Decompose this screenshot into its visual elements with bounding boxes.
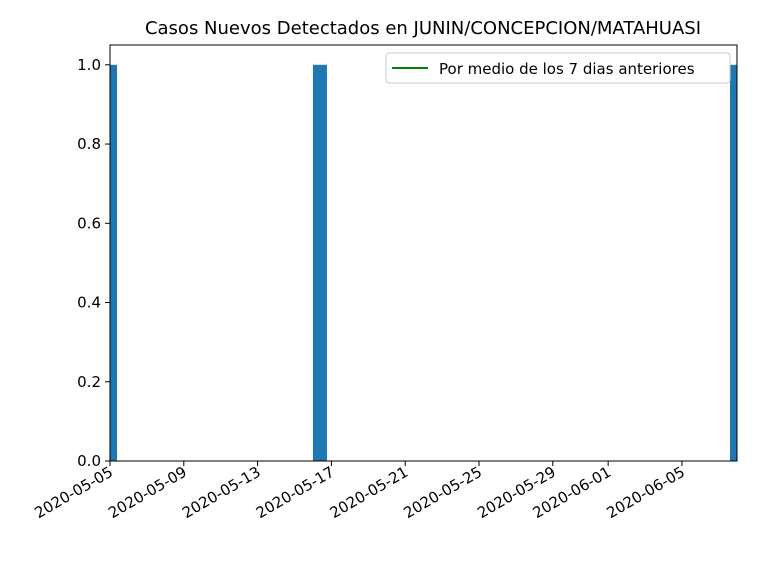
y-tick-label: 0.2 [77,373,101,391]
legend: Por medio de los 7 dias anteriores [385,52,731,84]
y-tick-label: 1.0 [77,56,101,74]
x-tick-label: 2020-05-17 [253,463,338,522]
bar-2020-06-08 [730,64,737,462]
y-tick-label: 0.0 [77,452,101,470]
bar-2020-05-16 [312,64,327,462]
bars-group [110,64,737,462]
x-tick-label: 2020-05-05 [31,463,116,522]
x-tick-label: 2020-05-21 [327,463,412,522]
chart-title: Casos Nuevos Detectados en JUNIN/CONCEPC… [145,18,701,39]
y-tick-label: 0.8 [77,135,101,153]
x-tick-label: 2020-05-13 [179,463,264,522]
x-tick-label: 2020-06-05 [603,463,688,522]
x-tick-label: 2020-05-09 [105,463,190,522]
y-tick-label: 0.6 [77,214,101,232]
x-axis: 2020-05-052020-05-092020-05-132020-05-17… [31,461,688,522]
legend-box [385,52,731,84]
y-axis: 0.0 0.2 0.4 0.6 0.8 1.0 [77,56,110,470]
plot-frame [109,44,738,462]
bar-2020-05-05 [110,64,117,462]
legend-label: Por medio de los 7 dias anteriores [439,60,695,78]
x-tick-label: 2020-05-25 [400,463,485,522]
y-tick-label: 0.4 [77,294,101,312]
